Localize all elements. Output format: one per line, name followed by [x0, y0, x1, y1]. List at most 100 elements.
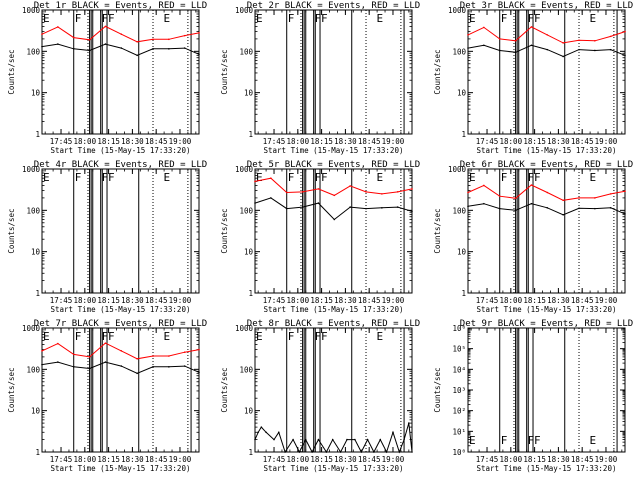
x-tick-label: 19:00: [382, 296, 405, 305]
point-events: [168, 48, 170, 50]
point-events: [331, 438, 334, 441]
x-tick-label: 17:45: [476, 137, 499, 146]
y-tick-label: 10: [244, 407, 254, 416]
x-tick-label: 18:30: [547, 455, 570, 464]
panel-det-9r: Det 9r BLACK = Events, RED = LLD 10⁰ 10¹ 10…: [433, 319, 633, 473]
point-events: [183, 47, 186, 49]
x-tick-label: 18:15: [97, 296, 120, 305]
point-events: [365, 207, 367, 210]
point-lld: [285, 191, 288, 194]
y-tick-label: 10⁴: [452, 365, 466, 374]
y-tick-label: 10⁰: [452, 448, 466, 457]
x-tick-label: 19:00: [382, 137, 405, 146]
x-axis-label: Start Time (15-May-15 17:33:20): [264, 305, 404, 314]
flag-e: E: [377, 330, 384, 343]
point-events: [594, 207, 596, 210]
point-lld: [41, 350, 43, 352]
point-events: [260, 426, 263, 428]
x-tick-label: 17:45: [476, 455, 499, 464]
point-events: [609, 207, 612, 209]
point-lld: [411, 188, 413, 190]
y-tick-label: 1000: [235, 6, 254, 15]
y-tick-label: 10¹: [452, 427, 466, 436]
point-events: [333, 218, 336, 221]
x-tick-label: 17:45: [50, 455, 73, 464]
point-events: [578, 48, 580, 51]
y-tick-label: 1000: [448, 6, 467, 15]
point-events: [624, 54, 626, 57]
flag-e: E: [377, 12, 384, 25]
flag-f: F: [288, 330, 295, 343]
point-events: [396, 206, 399, 208]
point-lld: [136, 357, 138, 360]
point-events: [385, 451, 388, 453]
x-tick-label: 18:45: [145, 296, 168, 305]
plot-frame: [254, 9, 413, 135]
flag-f: F: [321, 171, 328, 184]
x-tick-label: 18:00: [74, 137, 97, 146]
y-tick-label: 1000: [235, 165, 254, 174]
point-events: [41, 363, 43, 366]
point-events: [349, 206, 351, 208]
point-lld: [396, 191, 399, 193]
y-tick-label: 1000: [448, 165, 467, 174]
point-events: [277, 431, 280, 434]
point-events: [257, 431, 259, 434]
point-lld: [120, 350, 123, 352]
x-tick-label: 17:45: [50, 296, 73, 305]
point-lld: [578, 39, 580, 42]
x-tick-label: 18:15: [523, 455, 546, 464]
panel-det-6r: Det 6r BLACK = Events, RED = LLD 1 10 100 10…: [433, 160, 633, 314]
panel-title: Det 7r BLACK = Events, RED = LLD: [34, 319, 207, 329]
x-tick-label: 18:15: [97, 137, 120, 146]
point-events: [562, 55, 564, 58]
x-tick-label: 19:00: [169, 455, 192, 464]
x-axis-label: Start Time (15-May-15 17:33:20): [51, 464, 191, 473]
point-events: [381, 207, 383, 209]
point-events: [152, 366, 154, 368]
series-lld: [467, 184, 626, 201]
x-tick-label: 18:30: [547, 296, 570, 305]
y-tick-label: 1: [461, 130, 466, 139]
flag-e: E: [590, 12, 597, 25]
y-tick-label: 10: [31, 89, 41, 98]
flag-e: E: [256, 12, 263, 25]
flag-f: F: [321, 12, 328, 25]
plot-frame: [467, 327, 626, 453]
y-axis-label: Counts/sec: [7, 367, 16, 412]
flag-f: F: [315, 171, 322, 184]
x-tick-label: 18:30: [121, 296, 144, 305]
x-tick-label: 17:45: [476, 296, 499, 305]
y-axis-label: Counts/sec: [220, 208, 229, 253]
point-events: [408, 422, 410, 424]
y-tick-label: 1: [461, 289, 466, 298]
point-events: [270, 197, 272, 199]
point-events: [578, 207, 580, 210]
flag-f: F: [75, 12, 82, 25]
y-tick-label: 100: [26, 365, 40, 374]
flag-e: E: [256, 330, 263, 343]
x-tick-label: 18:15: [97, 455, 120, 464]
flag-f: F: [102, 171, 109, 184]
flag-f: F: [315, 12, 322, 25]
point-lld: [609, 35, 612, 38]
point-lld: [168, 38, 170, 41]
y-tick-label: 1: [35, 130, 40, 139]
flag-f: F: [501, 434, 508, 447]
point-events: [88, 49, 91, 52]
point-lld: [467, 34, 469, 36]
point-events: [483, 202, 485, 205]
point-events: [317, 202, 320, 204]
x-tick-label: 19:00: [595, 455, 618, 464]
x-tick-label: 18:30: [121, 455, 144, 464]
y-tick-label: 10²: [452, 407, 466, 416]
point-events: [72, 48, 75, 50]
y-tick-label: 10: [31, 407, 41, 416]
point-lld: [152, 355, 154, 357]
flag-e: E: [164, 330, 171, 343]
x-tick-label: 18:15: [523, 296, 546, 305]
point-lld: [88, 356, 91, 358]
point-lld: [198, 348, 200, 351]
x-axis-label: Start Time (15-May-15 17:33:20): [264, 464, 404, 473]
